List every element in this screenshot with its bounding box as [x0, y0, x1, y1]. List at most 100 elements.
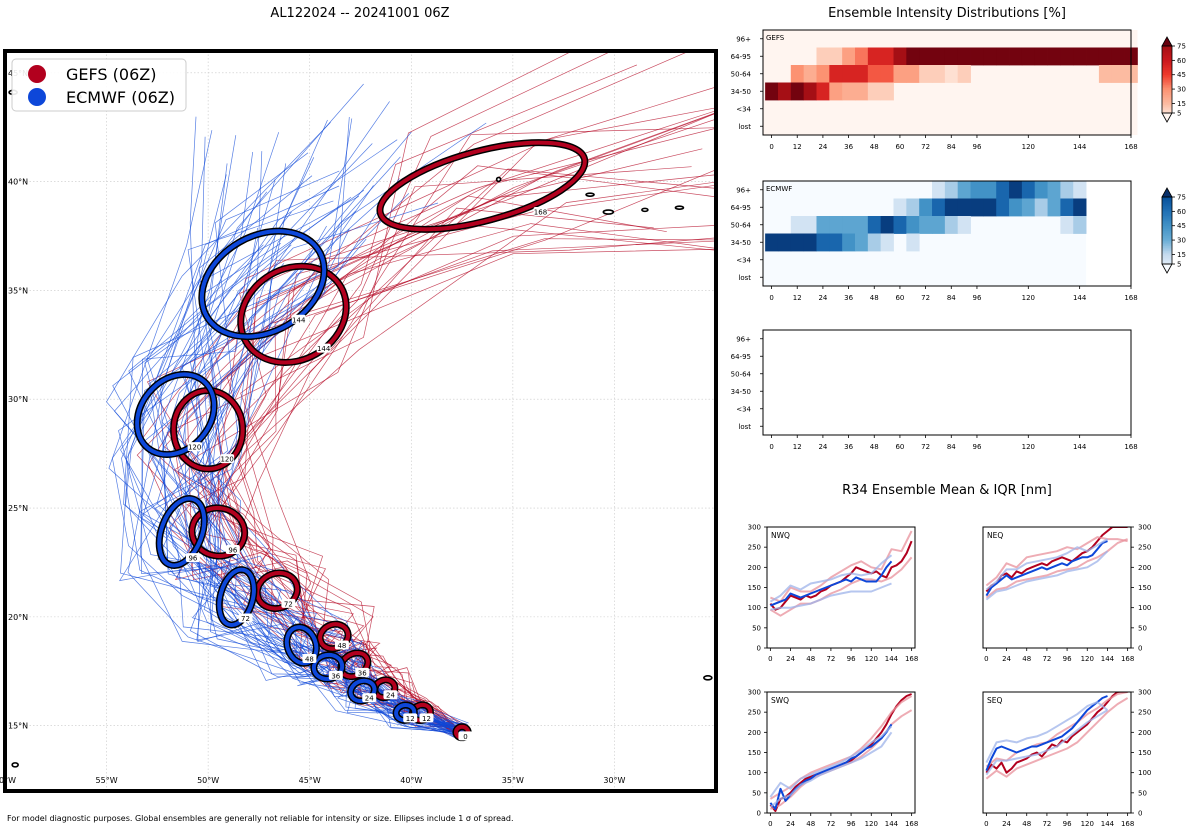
heatmap-xtick-label: 60: [895, 443, 904, 451]
lon-tick-label: 45°W: [299, 776, 321, 785]
r34-xtick-label: 24: [1002, 655, 1011, 663]
ellipse-label-bg: [419, 713, 434, 723]
heatmap-cell: [944, 181, 959, 199]
lat-tick-label: 20°N: [8, 613, 28, 622]
heatmap-xtick-label: 0: [769, 443, 773, 451]
colorbar-segment: [1162, 247, 1172, 250]
ecmwf-track: [181, 229, 463, 736]
ellipse-label-bg: [403, 713, 418, 723]
colorbar-segment: [1162, 228, 1172, 231]
ecmwf-mean-line: [985, 695, 1108, 771]
ecmwf-mean-line: [985, 540, 1108, 597]
r34-lines: [985, 692, 1129, 780]
ecmwf-track: [112, 163, 460, 735]
heatmap-cell: [790, 233, 805, 252]
heatmap-xtick-label: 120: [1022, 143, 1035, 151]
heatmap-cell: [790, 82, 805, 101]
lat-tick-label: 15°N: [8, 722, 28, 731]
r34-ytick-label: 300: [748, 524, 761, 532]
heatmap-cell: [829, 216, 843, 234]
heatmap-cell: [867, 65, 882, 83]
ecmwf-track: [157, 200, 454, 726]
colorbar-segment: [1162, 101, 1172, 104]
heatmap-cell: [1060, 216, 1074, 234]
ecmwf-track: [189, 193, 468, 727]
r34-ytick-label: 50: [1138, 789, 1147, 797]
heatmap-ytick-label: 96+: [736, 186, 751, 194]
r34-ytick-label: 150: [1138, 584, 1151, 592]
r34-ytick-label: 100: [1138, 604, 1151, 612]
r34-ytick-label: 250: [748, 709, 761, 717]
heatmap-ytick-label: lost: [738, 423, 751, 431]
ecmwf-mean-line: [770, 560, 893, 607]
heatmap-cell: [919, 65, 933, 83]
colorbar-segment: [1162, 258, 1172, 262]
r34-lines: [769, 530, 913, 617]
island-outline: [585, 192, 595, 197]
heatmap-cell: [842, 233, 856, 252]
r34-ytick-label: 200: [1138, 729, 1151, 737]
colorbar-segment: [1162, 66, 1172, 69]
ecmwf-track: [148, 287, 468, 734]
heatmap-cell: [829, 82, 843, 101]
heatmap-xtick-label: 48: [870, 143, 879, 151]
heatmap-cell: [1047, 198, 1061, 217]
r34-panel-neq: NEQ 0 24 48 72 96 120 144 168 0 50 100 150 200 250 300: [982, 524, 1151, 663]
ellipse-label-bg: [187, 442, 202, 452]
r34-ytick-label: 0: [1138, 645, 1142, 653]
colorbar-segment: [1162, 92, 1172, 95]
intensity-panel-gefs: GEFS 96+ 64-95 50-64 34-50 <34 lost 0 12 24 36 48 60…: [731, 29, 1186, 151]
colorbar-segment: [1162, 230, 1172, 233]
heatmap-cell: [957, 65, 971, 83]
ecmwf-iqr-line: [769, 731, 893, 808]
heatmap-cell: [1047, 181, 1061, 199]
map-title: AL122024 -- 20241001 06Z: [270, 6, 449, 21]
heatmap-cell: [996, 181, 1010, 199]
colorbar-segment: [1162, 233, 1172, 236]
heatmap-xtick-label: 24: [818, 443, 827, 451]
heatmap-xtick-label: 120: [1022, 294, 1035, 302]
r34-xtick-label: 48: [806, 820, 815, 828]
island-outline: [602, 209, 615, 215]
colorbar-segment: [1162, 242, 1172, 245]
colorbar-tick-label: 30: [1177, 86, 1186, 94]
heatmap-xtick-label: 72: [921, 443, 930, 451]
heatmap-xtick-label: 168: [1124, 294, 1137, 302]
heatmap-xtick-label: 12: [793, 443, 802, 451]
gefs-track: [164, 112, 716, 741]
heatmap-xtick-label: 12: [793, 294, 802, 302]
colorbar-segment: [1162, 237, 1172, 240]
ecmwf-track: [147, 174, 469, 726]
colorbar-segment: [1162, 72, 1172, 75]
intensity-panel-empty: 96+ 64-95 50-64 34-50 <34 lost 0 12 24 36 48 60 72 84…: [731, 329, 1138, 451]
heatmap-cell: [957, 181, 971, 199]
heatmap-ytick-label: <34: [736, 405, 751, 413]
ellipse-label-bg: [238, 613, 253, 623]
r34-panel-seq: SEQ 0 24 48 72 96 120 144 168 0 50 100 150 200 250 300: [982, 689, 1151, 828]
r34-xtick-label: 120: [1081, 655, 1094, 663]
colorbar-segment: [1162, 257, 1172, 260]
r34-xtick-label: 144: [1101, 655, 1115, 663]
r34-ytick-label: 0: [757, 645, 761, 653]
r34-xtick-label: 0: [768, 820, 772, 828]
r34-ytick-label: 250: [748, 544, 761, 552]
colorbar-frame: [1161, 196, 1173, 265]
heatmap-ytick-label: 50-64: [731, 370, 752, 378]
r34-xtick-label: 168: [1121, 655, 1134, 663]
heatmap-cell: [790, 65, 805, 83]
island-outline: [11, 762, 19, 768]
ellipse-label-bg: [281, 598, 296, 608]
heatmap-xtick-label: 36: [844, 143, 853, 151]
heatmap-cell: [1073, 198, 1087, 217]
ecmwf-track: [163, 122, 487, 737]
colorbar-frame: [1161, 45, 1173, 114]
colorbar-segment: [1162, 91, 1172, 94]
colorbar-tick-label: 15: [1177, 251, 1186, 259]
colorbar-segment: [1162, 104, 1172, 107]
heatmap-cell: [1034, 47, 1048, 66]
ecmwf-iqr-line: [985, 550, 1109, 601]
colorbar-segment: [1162, 77, 1172, 80]
heatmap-xtick-label: 60: [895, 143, 904, 151]
colorbar-segment: [1162, 227, 1172, 230]
heatmap-model-label: GEFS: [766, 34, 785, 42]
